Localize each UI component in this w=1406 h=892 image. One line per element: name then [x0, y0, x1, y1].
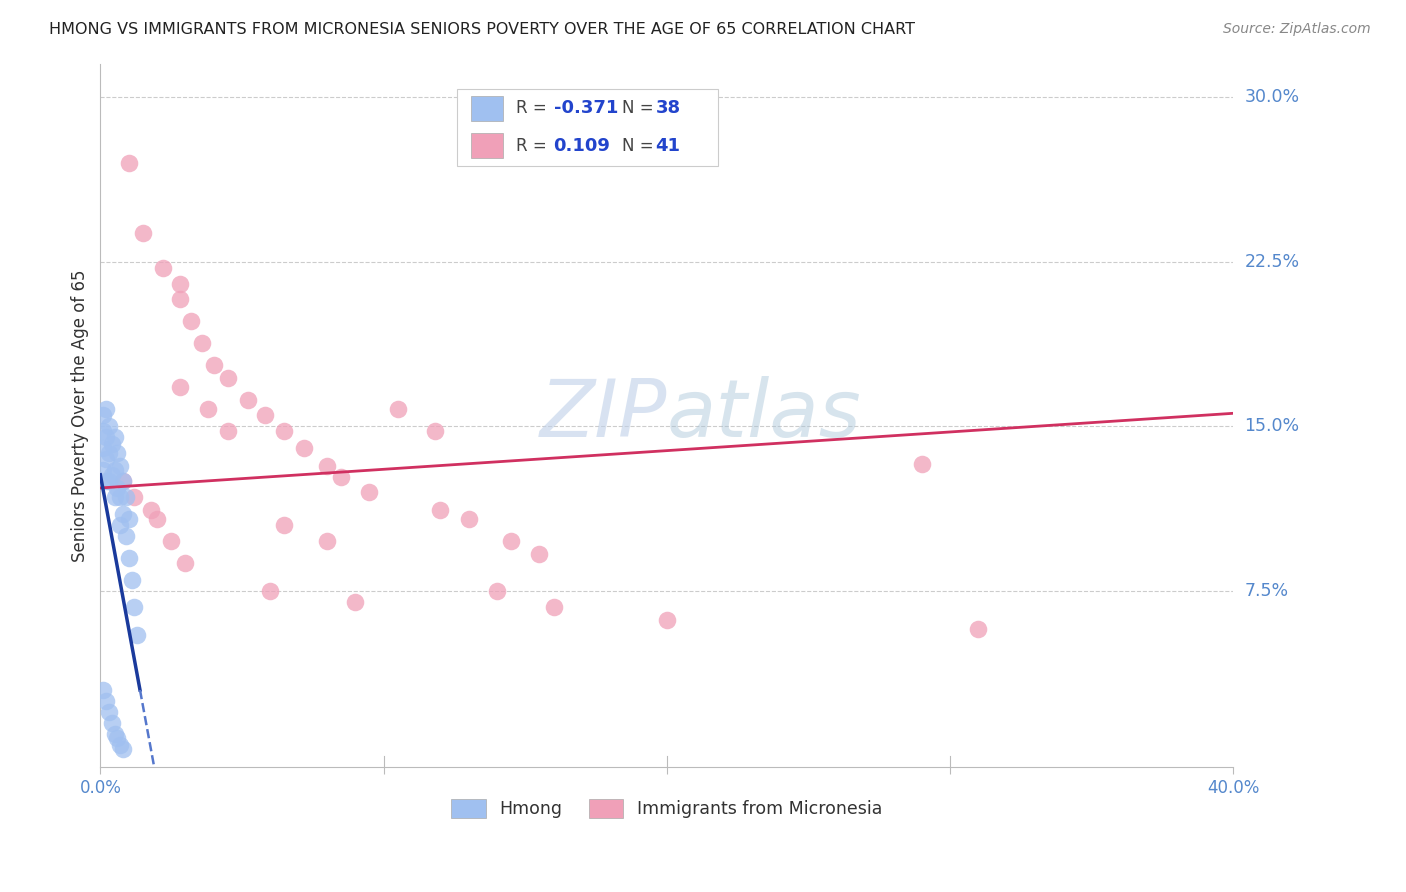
- Point: [387, 401, 409, 416]
- Point: [273, 518, 295, 533]
- Point: [911, 457, 934, 471]
- Point: [97, 705, 120, 719]
- Point: [118, 512, 141, 526]
- Point: [94, 452, 117, 467]
- Point: [97, 446, 120, 460]
- Text: 0.109: 0.109: [554, 136, 610, 154]
- Text: Source: ZipAtlas.com: Source: ZipAtlas.com: [1223, 22, 1371, 37]
- Text: N =: N =: [621, 136, 658, 154]
- Y-axis label: Seniors Poverty Over the Age of 65: Seniors Poverty Over the Age of 65: [72, 269, 89, 562]
- Text: 30.0%: 30.0%: [1244, 88, 1299, 106]
- Text: 41: 41: [655, 136, 681, 154]
- Point: [94, 694, 117, 708]
- Point: [160, 533, 183, 548]
- Point: [108, 738, 131, 752]
- Point: [91, 409, 114, 423]
- Point: [152, 261, 174, 276]
- Point: [91, 683, 114, 698]
- Point: [103, 463, 125, 477]
- Point: [100, 437, 122, 451]
- Point: [132, 226, 155, 240]
- Point: [174, 556, 197, 570]
- Point: [457, 512, 479, 526]
- Point: [169, 277, 191, 291]
- Point: [655, 613, 678, 627]
- Text: atlas: atlas: [666, 376, 862, 455]
- Point: [485, 584, 508, 599]
- Point: [105, 481, 128, 495]
- Point: [94, 430, 117, 444]
- Text: 22.5%: 22.5%: [1244, 252, 1299, 271]
- Point: [103, 490, 125, 504]
- Text: -0.371: -0.371: [554, 100, 617, 118]
- Point: [330, 470, 353, 484]
- Point: [108, 490, 131, 504]
- Text: R =: R =: [516, 136, 557, 154]
- Point: [94, 401, 117, 416]
- Point: [111, 475, 134, 489]
- Point: [97, 419, 120, 434]
- Point: [236, 393, 259, 408]
- Point: [967, 622, 990, 636]
- Point: [115, 490, 138, 504]
- Point: [429, 503, 451, 517]
- Point: [344, 595, 367, 609]
- Point: [197, 401, 219, 416]
- Point: [103, 430, 125, 444]
- Point: [292, 442, 315, 456]
- Point: [118, 551, 141, 566]
- Point: [105, 446, 128, 460]
- Point: [217, 424, 239, 438]
- Point: [111, 742, 134, 756]
- Point: [124, 490, 146, 504]
- Point: [115, 529, 138, 543]
- Point: [91, 463, 114, 477]
- Point: [259, 584, 281, 599]
- Text: ZIP: ZIP: [540, 376, 666, 455]
- Text: N =: N =: [621, 100, 658, 118]
- Point: [169, 380, 191, 394]
- Point: [124, 599, 146, 614]
- Point: [100, 467, 122, 482]
- Point: [111, 508, 134, 522]
- Point: [169, 292, 191, 306]
- Point: [103, 727, 125, 741]
- Text: HMONG VS IMMIGRANTS FROM MICRONESIA SENIORS POVERTY OVER THE AGE OF 65 CORRELATI: HMONG VS IMMIGRANTS FROM MICRONESIA SENI…: [49, 22, 915, 37]
- Point: [121, 573, 143, 587]
- Point: [91, 442, 114, 456]
- Point: [111, 475, 134, 489]
- Point: [100, 716, 122, 731]
- Point: [108, 518, 131, 533]
- Point: [108, 458, 131, 473]
- Bar: [471, 133, 502, 158]
- Bar: [471, 95, 502, 121]
- Point: [273, 424, 295, 438]
- FancyBboxPatch shape: [457, 88, 718, 166]
- Legend: Hmong, Immigrants from Micronesia: Hmong, Immigrants from Micronesia: [444, 792, 890, 825]
- Point: [359, 485, 381, 500]
- Point: [543, 599, 565, 614]
- Point: [118, 156, 141, 170]
- Text: 15.0%: 15.0%: [1244, 417, 1299, 435]
- Point: [191, 336, 214, 351]
- Point: [316, 458, 339, 473]
- Point: [529, 547, 551, 561]
- Point: [180, 314, 202, 328]
- Point: [127, 628, 149, 642]
- Point: [316, 533, 339, 548]
- Point: [97, 475, 120, 489]
- Point: [146, 512, 169, 526]
- Point: [217, 371, 239, 385]
- Point: [202, 358, 225, 372]
- Point: [94, 475, 117, 489]
- Point: [141, 503, 163, 517]
- Point: [105, 731, 128, 746]
- Point: [91, 424, 114, 438]
- Text: 7.5%: 7.5%: [1244, 582, 1289, 600]
- Text: 38: 38: [655, 100, 681, 118]
- Point: [253, 409, 276, 423]
- Point: [499, 533, 522, 548]
- Point: [423, 424, 446, 438]
- Text: R =: R =: [516, 100, 553, 118]
